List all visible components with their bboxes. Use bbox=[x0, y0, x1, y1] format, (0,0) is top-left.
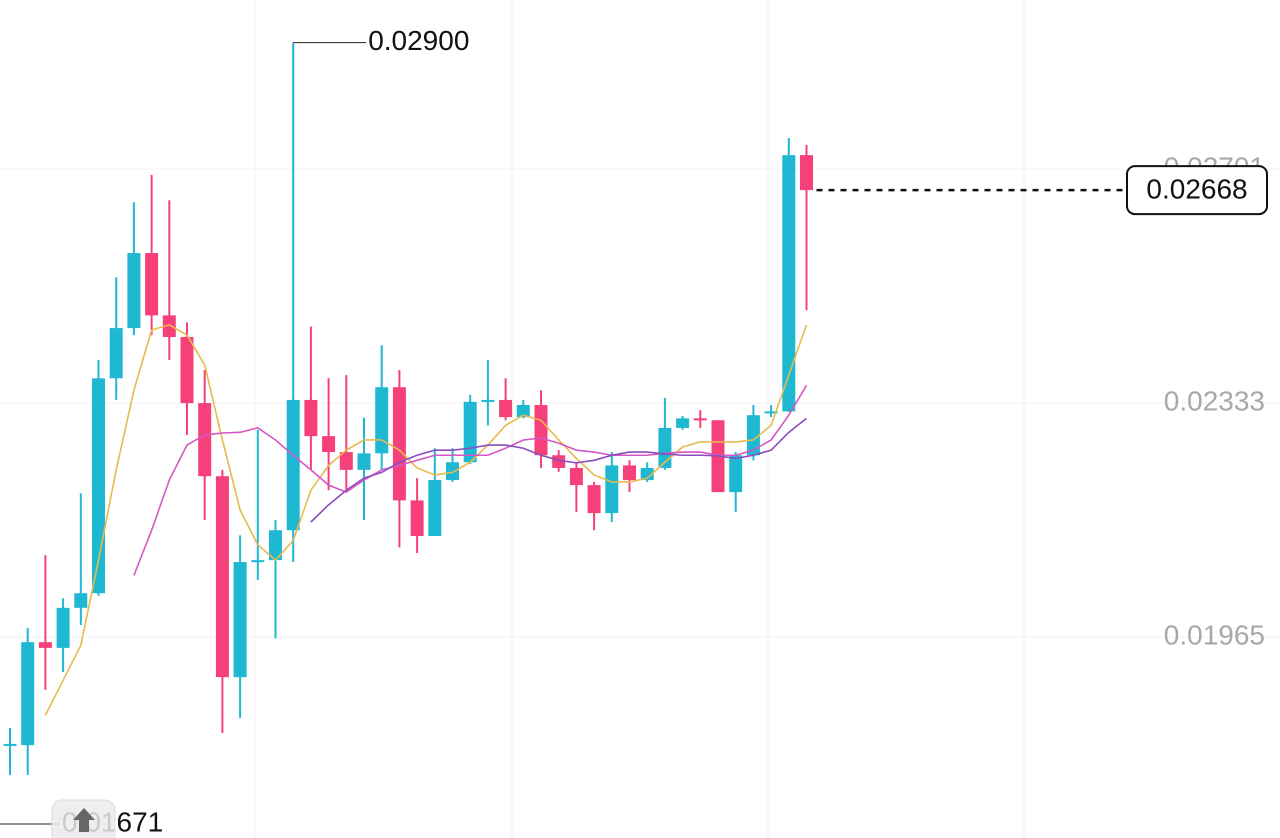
candle-body bbox=[481, 399, 495, 402]
candle-body bbox=[587, 485, 601, 514]
candle-body bbox=[286, 399, 300, 531]
candle-body bbox=[198, 403, 212, 477]
high-marker-label: 0.02900 bbox=[368, 25, 469, 56]
candle-body bbox=[623, 465, 636, 481]
candle-body bbox=[145, 253, 159, 316]
candle-body bbox=[392, 387, 406, 501]
moving-average-line bbox=[44, 324, 808, 716]
candle-body bbox=[375, 387, 389, 454]
candle-body bbox=[162, 315, 176, 337]
candle-body bbox=[180, 336, 194, 404]
up-arrow-icon bbox=[73, 808, 95, 832]
last-price-label: 0.02668 bbox=[1146, 173, 1247, 204]
candle-body bbox=[658, 427, 672, 468]
candle-body bbox=[463, 401, 477, 463]
candle-body bbox=[127, 253, 141, 329]
candle-body bbox=[3, 743, 17, 746]
vertical-grid bbox=[254, 0, 1025, 838]
candle-body bbox=[109, 328, 123, 379]
candle-body bbox=[499, 399, 513, 418]
candle-body bbox=[764, 411, 778, 414]
candle-body bbox=[269, 530, 282, 561]
candle-body bbox=[215, 476, 229, 678]
candles bbox=[3, 42, 813, 776]
overlays bbox=[44, 324, 808, 716]
candle-body bbox=[729, 455, 743, 493]
candle-body bbox=[410, 500, 424, 536]
candle-body bbox=[357, 453, 371, 470]
scroll-up-button[interactable] bbox=[51, 799, 116, 838]
candle-body bbox=[640, 467, 654, 481]
candle-body bbox=[428, 480, 442, 536]
candle-body bbox=[74, 593, 88, 608]
candle-body bbox=[446, 462, 459, 481]
last-price-box bbox=[1126, 165, 1268, 216]
candle-body bbox=[38, 642, 52, 648]
candle-body bbox=[251, 560, 265, 563]
candle-body bbox=[676, 418, 690, 428]
candle-body bbox=[782, 155, 796, 412]
candle-body bbox=[569, 467, 583, 486]
candle-body bbox=[304, 399, 318, 437]
candle-body bbox=[339, 452, 353, 470]
y-tick-label: 0.01965 bbox=[1164, 619, 1265, 650]
y-tick-label: 0.02333 bbox=[1164, 385, 1265, 416]
moving-average-line bbox=[310, 417, 807, 523]
candle-body bbox=[605, 465, 619, 514]
moving-average-line bbox=[133, 384, 808, 576]
candle-body bbox=[534, 405, 548, 456]
candle-body bbox=[552, 455, 566, 468]
candle-body bbox=[56, 607, 70, 648]
candle-body bbox=[21, 642, 35, 746]
candle-body bbox=[800, 155, 813, 191]
candle-body bbox=[233, 562, 247, 678]
candle-body bbox=[693, 418, 707, 421]
candle-body bbox=[322, 436, 336, 453]
candle-body bbox=[516, 405, 530, 418]
candle-body bbox=[746, 415, 760, 456]
